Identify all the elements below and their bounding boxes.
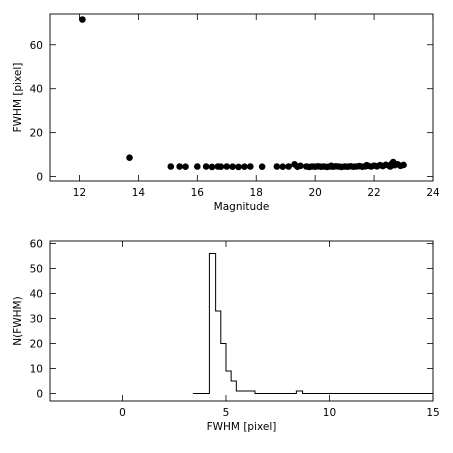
scatter-x-tick-label: 22	[367, 187, 380, 199]
scatter-y-tick-label: 20	[30, 128, 43, 140]
histogram-x-tick-label: 5	[223, 407, 230, 419]
scatter-point	[279, 163, 287, 171]
scatter-point	[297, 162, 304, 170]
scatter-point	[328, 162, 335, 170]
scatter-point	[223, 163, 231, 170]
histogram-plot-frame	[49, 240, 434, 402]
histogram-ticks: 0 5 10 15 0 10 20 30 40 50 60	[30, 239, 440, 420]
scatter-point	[258, 163, 266, 171]
scatter-y-axis-title: FWHM [pixel]	[12, 63, 24, 133]
histogram-y-tick-label: 30	[30, 314, 43, 326]
histogram-y-tick-label: 10	[30, 364, 43, 376]
scatter-point	[400, 161, 407, 169]
histogram-x-tick-label: 0	[119, 407, 126, 419]
histogram-x-tick-label: 10	[323, 407, 336, 419]
scatter-point	[176, 163, 183, 170]
scatter-x-axis-title: Magnitude	[214, 201, 270, 213]
histogram-y-tick-label: 20	[30, 339, 43, 351]
scatter-y-tick-label: 60	[30, 40, 43, 52]
scatter-point	[79, 16, 86, 23]
scatter-point	[363, 161, 371, 169]
scatter-x-tick-label: 12	[73, 187, 86, 199]
scatter-x-tick-label: 24	[426, 187, 440, 199]
scatter-point	[235, 163, 242, 171]
scatter-point	[241, 163, 248, 171]
histogram-y-tick-label: 40	[30, 289, 43, 301]
histogram-step-line	[192, 253, 433, 394]
histogram-x-axis-title: FWHM [pixel]	[207, 421, 277, 433]
scatter-x-tick-label: 18	[250, 187, 263, 199]
scatter-point	[386, 163, 394, 170]
scatter-point	[208, 163, 216, 171]
scatter-point	[229, 163, 236, 171]
histogram-y-tick-label: 60	[30, 239, 43, 251]
scatter-point	[126, 154, 133, 162]
scatter-point	[217, 163, 225, 171]
scatter-point	[182, 163, 189, 171]
scatter-x-tick-label: 14	[132, 187, 146, 199]
scatter-panel: 12 14 16 18 20 22 24 0 20 40 60 Magnitude FWHM [pi…	[12, 13, 440, 213]
scatter-ticks: 12 14 16 18 20 22 24 0 20 40 60	[30, 14, 440, 199]
scatter-point	[194, 163, 201, 170]
histogram-y-tick-label: 50	[30, 264, 43, 276]
scatter-point	[285, 163, 292, 170]
scatter-point	[247, 163, 254, 170]
scatter-point	[273, 163, 281, 170]
scatter-point	[167, 163, 175, 170]
histogram-steps	[192, 253, 433, 394]
scatter-points	[79, 16, 407, 171]
scatter-y-tick-label: 40	[30, 84, 43, 96]
scatter-x-tick-label: 16	[191, 187, 205, 199]
histogram-panel: 0 5 10 15 0 10 20 30 40 50 60 FWHM [pixel] N(FWHM)	[12, 239, 440, 434]
histogram-y-axis-title: N(FWHM)	[12, 296, 24, 345]
scatter-y-tick-label: 0	[36, 172, 43, 184]
histogram-y-tick-label: 0	[36, 389, 43, 401]
scatter-point	[202, 163, 210, 170]
scatter-plot-frame	[49, 13, 434, 182]
scatter-x-tick-label: 20	[308, 187, 321, 199]
histogram-x-tick-label: 15	[426, 407, 439, 419]
